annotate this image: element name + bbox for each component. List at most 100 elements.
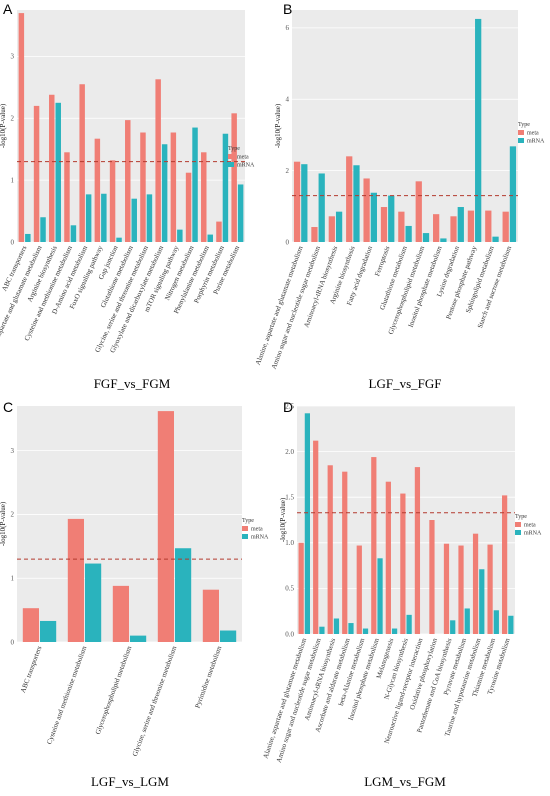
bar-meta [342, 471, 348, 634]
bar-meta [472, 533, 479, 634]
y-tick-label: 4 [286, 96, 290, 104]
bar-meta [467, 210, 475, 242]
legend-label-mRNA: mRNA [527, 139, 545, 145]
bar-mRNA [422, 233, 430, 242]
y-tick-label: 2.5 [285, 402, 294, 410]
panel-caption: LGF_vs_LGM [91, 774, 169, 789]
legend-title: Type [228, 146, 240, 152]
bar-meta [22, 608, 39, 642]
bar-meta [313, 440, 319, 634]
bar-meta [201, 152, 207, 242]
legend-swatch-mRNA [242, 534, 248, 539]
bar-mRNA [101, 193, 107, 242]
bar-mRNA [333, 618, 340, 634]
bar-mRNA [370, 192, 377, 242]
legend-title: Type [515, 514, 527, 520]
y-tick-label: 2.0 [285, 448, 294, 456]
y-tick-label: 1.0 [285, 539, 294, 547]
bar-meta [398, 211, 405, 242]
bar-meta [298, 542, 304, 634]
bar-mRNA [55, 102, 61, 242]
bar-mRNA [492, 236, 499, 242]
legend: Type meta mRNA [228, 146, 255, 169]
bar-mRNA [509, 146, 517, 242]
bar-mRNA [146, 194, 153, 242]
legend-label-meta: meta [527, 131, 539, 137]
y-tick-label: 2 [11, 115, 15, 123]
bar-meta [185, 172, 192, 242]
bar-mRNA [161, 144, 168, 242]
legend-title: Type [242, 518, 254, 524]
bar-meta [429, 520, 435, 634]
bar-mRNA [450, 620, 456, 634]
panel-caption: FGF_vs_FGM [94, 376, 171, 391]
bar-meta [170, 132, 177, 242]
bar-meta [64, 152, 70, 242]
bar-meta [363, 178, 370, 242]
bar-meta [293, 161, 301, 242]
y-tick-label: 2 [286, 167, 290, 175]
bar-meta [346, 156, 353, 242]
y-tick-label: 0 [286, 238, 290, 246]
legend-label-mRNA: mRNA [251, 535, 269, 541]
bar-mRNA [377, 558, 383, 634]
bar-mRNA [479, 569, 485, 634]
bar-meta [458, 545, 464, 634]
bar-mRNA [388, 195, 395, 242]
y-tick-label: 1 [11, 575, 15, 583]
legend: Type meta mRNA [515, 514, 542, 537]
bar-mRNA [70, 225, 77, 242]
bar-mRNA [116, 237, 122, 242]
bar-mRNA [25, 233, 31, 242]
bar-meta [140, 132, 146, 242]
bar-meta [94, 138, 101, 242]
x-tick-label: Starch and sucrose metabolism [476, 244, 513, 329]
bar-meta [433, 214, 440, 242]
bar-mRNA [130, 635, 147, 642]
bar-mRNA [40, 620, 57, 642]
legend-label-mRNA: mRNA [237, 163, 255, 169]
panel-letter: A [3, 1, 13, 17]
legend-swatch-meta [242, 526, 248, 531]
bar-mRNA [301, 164, 308, 242]
bar-meta [356, 545, 362, 634]
panel-letter: D [283, 399, 293, 415]
y-tick-label: 3 [11, 53, 15, 61]
plot-background [17, 10, 245, 242]
legend-title: Type [518, 122, 530, 128]
bar-mRNA [131, 198, 137, 242]
bar-mRNA [304, 413, 310, 634]
bar-meta [450, 216, 457, 242]
legend-swatch-mRNA [228, 162, 234, 167]
bar-mRNA [85, 563, 102, 642]
bar-mRNA [405, 225, 412, 242]
panel-letter: B [283, 1, 292, 17]
bar-meta [327, 465, 333, 634]
x-tick-label: Pyrimidine metabolism [193, 644, 223, 709]
y-axis-label: -log10(P-value) [0, 103, 7, 148]
bar-mRNA [85, 194, 92, 242]
panel-d: D0.00.51.01.52.02.5-log10(P-value)Alanin… [262, 399, 542, 789]
bar-meta [18, 13, 25, 242]
bar-meta [125, 120, 131, 242]
bar-mRNA [318, 173, 325, 242]
legend-swatch-meta [515, 522, 521, 527]
bar-mRNA [457, 207, 464, 242]
bar-meta [49, 94, 55, 243]
bar-meta [415, 181, 422, 242]
bar-meta [485, 210, 492, 242]
bar-meta [443, 543, 450, 634]
panel-c: C 0 1 2 3 -log10(P-value) ABC transporters Cyst… [0, 399, 269, 789]
bar-meta [380, 207, 388, 242]
y-tick-label: 0.0 [285, 630, 294, 638]
legend-label-mRNA: mRNA [524, 531, 542, 537]
legend-label-meta: meta [237, 155, 249, 161]
legend-swatch-meta [518, 130, 524, 135]
bar-mRNA [440, 238, 447, 242]
panel-caption: LGM_vs_FGM [364, 774, 446, 789]
bar-mRNA [493, 610, 499, 634]
bar-meta [231, 113, 237, 242]
y-axis-label: -log10(P-value) [274, 103, 282, 148]
